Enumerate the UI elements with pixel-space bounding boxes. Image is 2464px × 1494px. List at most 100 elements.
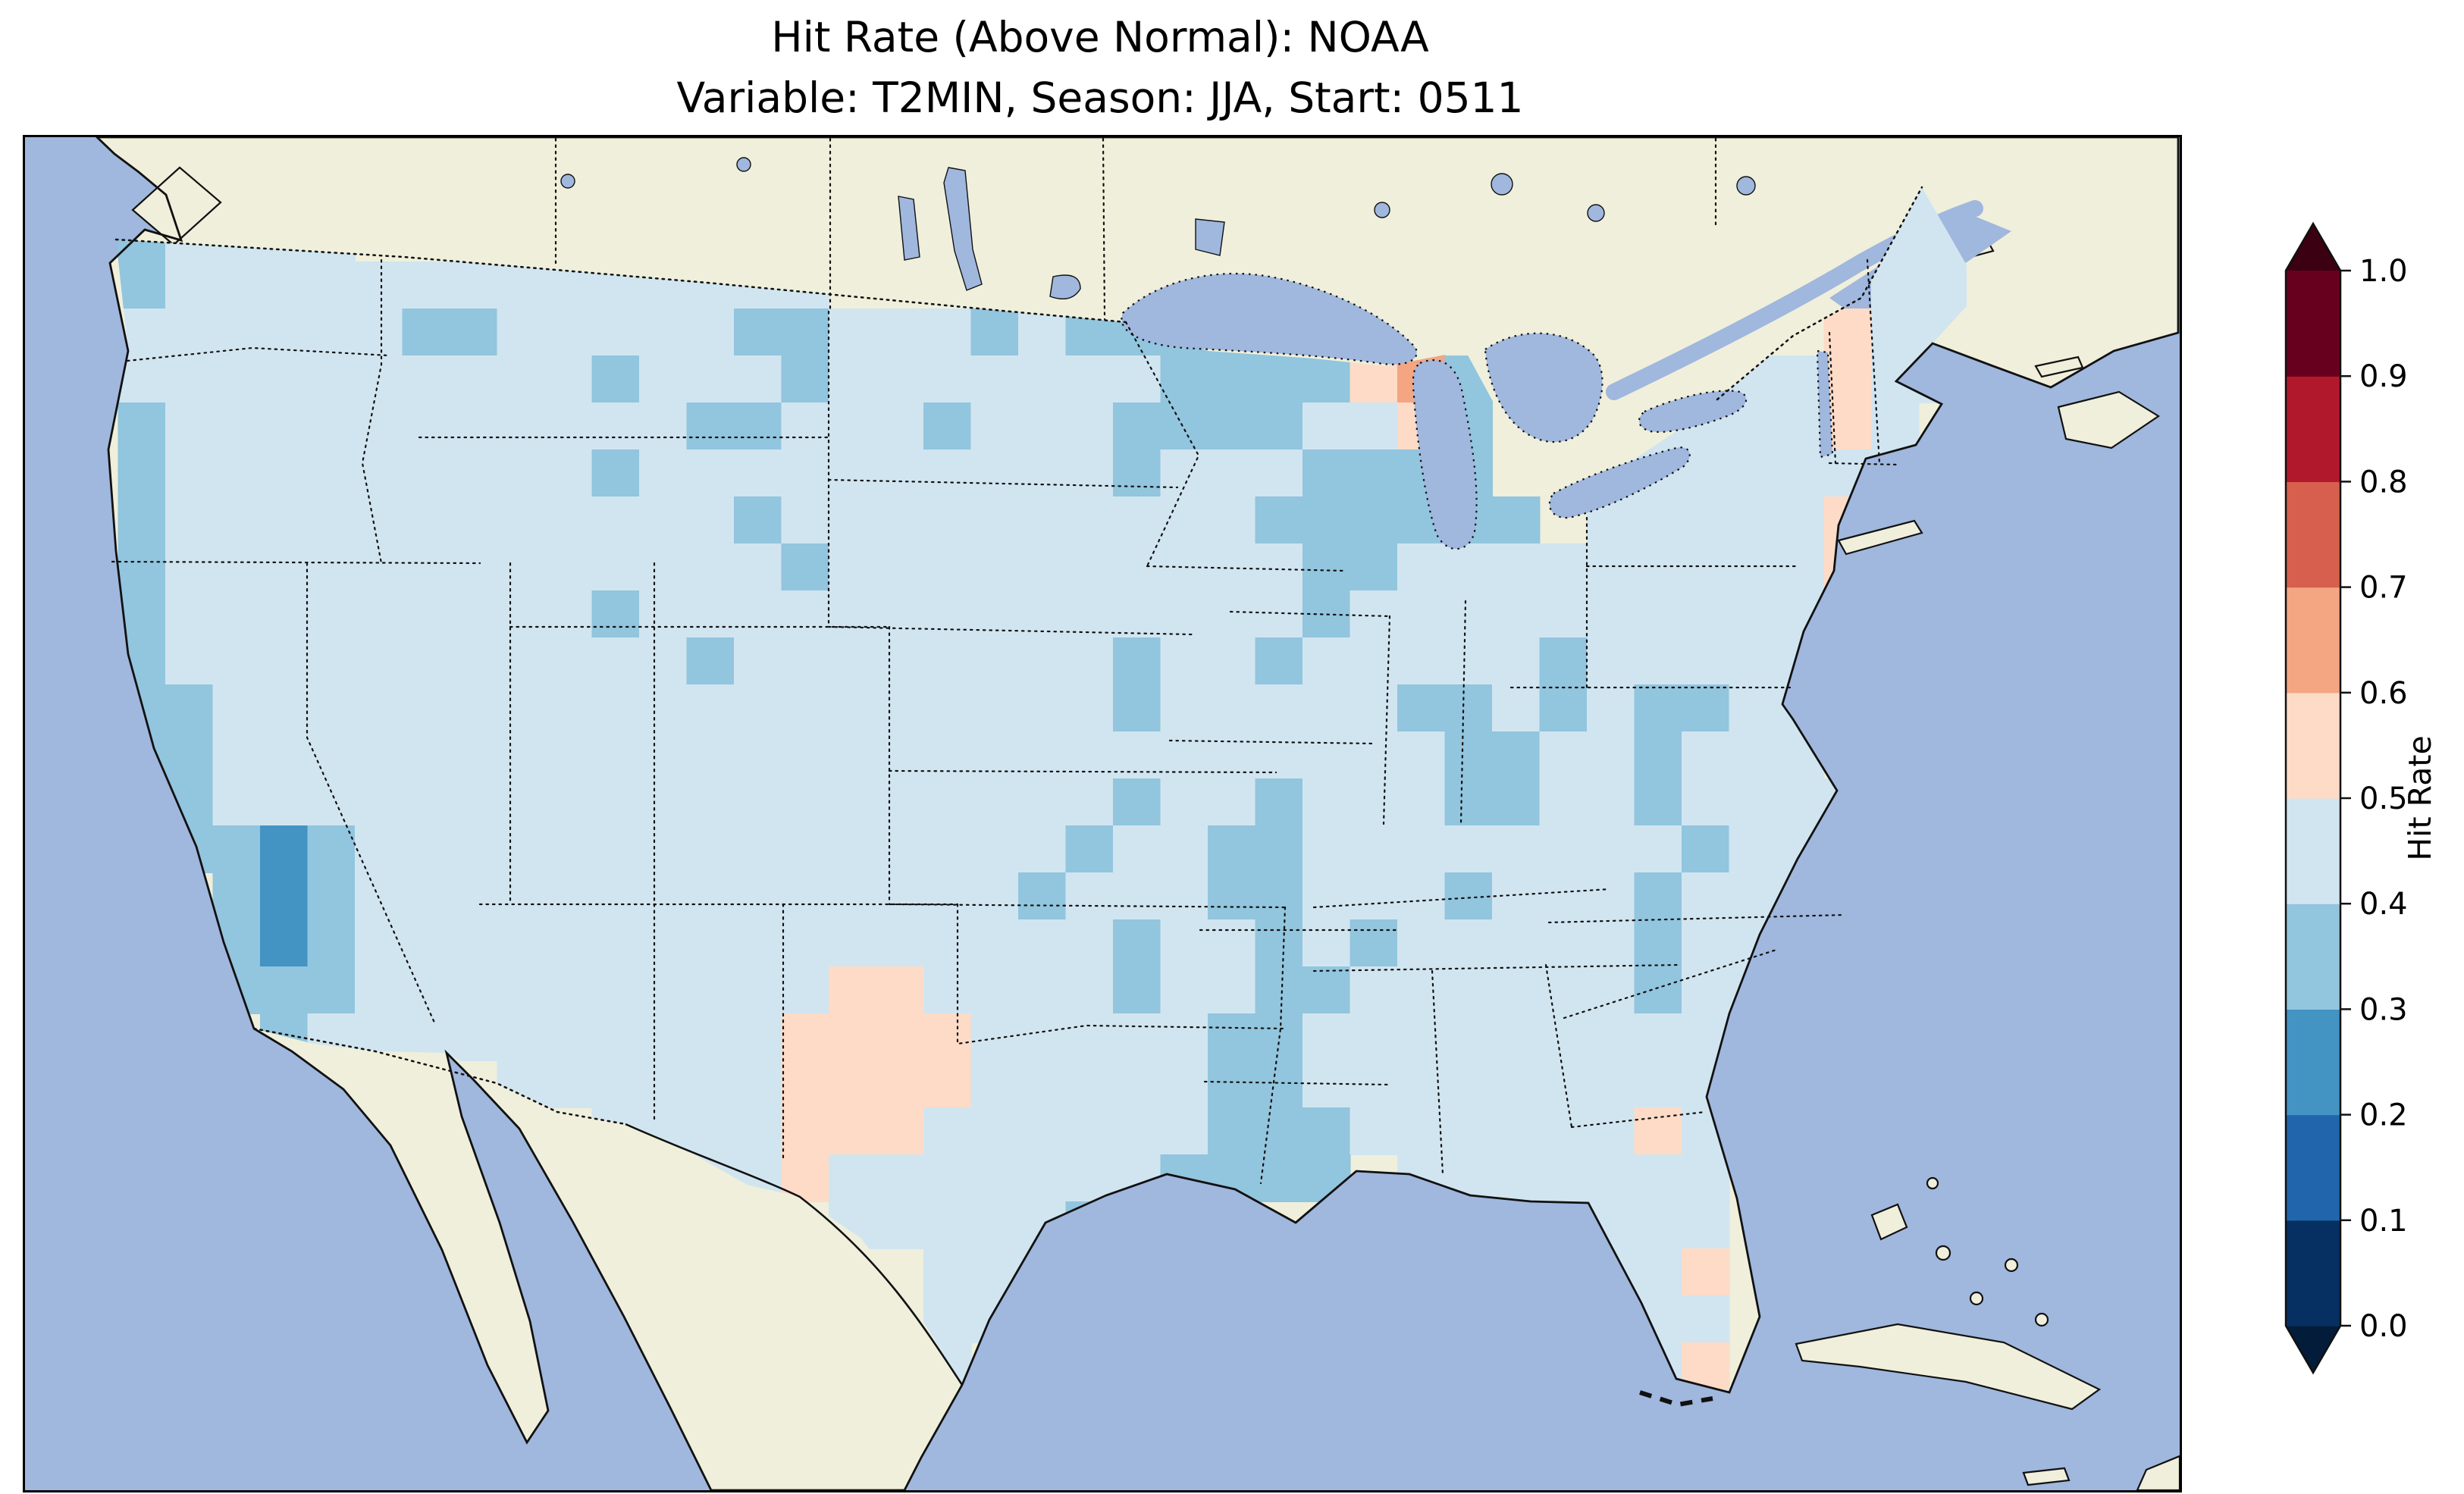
grid-cell: [402, 309, 450, 356]
grid-cell: [1350, 966, 1398, 1014]
grid-cell: [781, 1013, 829, 1061]
grid-cell: [1682, 872, 1730, 920]
grid-cell: [1444, 1060, 1493, 1108]
grid-cell: [1539, 1107, 1588, 1155]
lake-michigan: [1412, 359, 1478, 550]
grid-cell: [497, 684, 545, 732]
grid-cell: [212, 543, 261, 591]
grid-cell: [118, 543, 166, 591]
grid-cell: [1255, 543, 1303, 591]
grid-cell: [829, 1013, 877, 1061]
grid-cell: [1492, 966, 1541, 1014]
grid-cell: [165, 262, 214, 309]
grid-cell: [829, 402, 877, 450]
grid-cell: [1255, 1060, 1303, 1108]
figure-title-line1: Hit Rate (Above Normal): NOAA: [771, 13, 1429, 61]
grid-cell: [260, 872, 309, 920]
grid-cell: [876, 543, 924, 591]
grid-cell: [1208, 919, 1256, 967]
grid-cell: [876, 1060, 924, 1108]
grid-cell: [402, 825, 450, 873]
grid-cell: [1634, 543, 1682, 591]
colorbar-tick-label: 0.9: [2359, 359, 2408, 394]
grid-cell: [970, 496, 1019, 544]
grid-cell: [923, 684, 972, 732]
grid-cell: [1018, 1013, 1067, 1061]
grid-cell: [1444, 919, 1493, 967]
grid-cell: [1160, 1060, 1208, 1108]
grid-cell: [1350, 825, 1398, 873]
grid-cell: [402, 402, 450, 450]
grid-cell: [307, 872, 356, 920]
bahamas-islet: [2004, 1258, 2019, 1273]
grid-cell: [260, 590, 309, 638]
canada-lake: [560, 174, 575, 189]
grid-cell: [1160, 684, 1208, 732]
grid-cell: [686, 402, 735, 450]
grid-cell: [1255, 1154, 1303, 1202]
grid-cell: [1113, 778, 1161, 826]
grid-cell: [639, 1060, 688, 1108]
grid-cell: [355, 731, 403, 779]
grid-cell: [1682, 825, 1730, 873]
grid-cell: [1634, 919, 1682, 967]
grid-cell: [781, 1107, 829, 1155]
lake-winnipeg: [943, 167, 983, 291]
grid-cell: [212, 778, 261, 826]
grid-cell: [1634, 825, 1682, 873]
grid-cell: [1303, 496, 1351, 544]
grid-cell: [1113, 684, 1161, 732]
grid-cell: [876, 1013, 924, 1061]
grid-cell: [686, 731, 735, 779]
grid-cell: [497, 825, 545, 873]
grid-cell: [1303, 966, 1351, 1014]
colorbar-tick-label: 0.6: [2359, 676, 2408, 711]
grid-cell: [1682, 684, 1730, 732]
grid-cell: [1255, 966, 1303, 1014]
grid-cell: [212, 825, 261, 873]
grid-cell: [260, 825, 309, 873]
grid-cell: [1492, 684, 1541, 732]
grid-cell: [1634, 1154, 1682, 1202]
grid-cell: [734, 825, 782, 873]
prince-edward-island: [2034, 355, 2084, 378]
grid-cell: [497, 637, 545, 685]
grid-cell: [781, 355, 829, 403]
grid-cell: [1065, 966, 1114, 1014]
colorbar-cells: [2286, 224, 2340, 1373]
grid-cell: [1160, 1013, 1208, 1061]
grid-cell: [165, 496, 214, 544]
grid-cell: [450, 402, 498, 450]
grid-cell: [591, 778, 640, 826]
grid-cell: [1682, 590, 1730, 638]
grid-cell: [1444, 1013, 1493, 1061]
grid-cell: [260, 309, 309, 356]
grid-cell: [829, 309, 877, 356]
grid-cell: [591, 872, 640, 920]
grid-cell: [450, 637, 498, 685]
grid-cell: [876, 966, 924, 1014]
grid-cell: [497, 1013, 545, 1061]
grid-cell: [923, 637, 972, 685]
grid-cell: [1587, 684, 1635, 732]
grid-cell: [1018, 637, 1067, 685]
grid-cell: [497, 496, 545, 544]
grid-cell: [355, 590, 403, 638]
colorbar-tick-label: 0.5: [2359, 781, 2408, 816]
grid-cell: [970, 309, 1019, 356]
grid-cell: [876, 731, 924, 779]
grid-cell: [781, 966, 829, 1014]
grid-cell: [1682, 966, 1730, 1014]
grid-cell: [1729, 825, 1777, 873]
grid-cell: [1208, 355, 1256, 403]
colorbar-extend-below: [2286, 1326, 2340, 1373]
grid-cell: [686, 966, 735, 1014]
grid-cell: [1634, 496, 1682, 544]
grid-cell: [355, 449, 403, 497]
grid-cell: [1018, 449, 1067, 497]
jamaica: [2022, 1467, 2071, 1486]
grid-cell: [1634, 966, 1682, 1014]
grid-cell: [876, 637, 924, 685]
grid-cell: [829, 637, 877, 685]
grid-cell: [876, 919, 924, 967]
